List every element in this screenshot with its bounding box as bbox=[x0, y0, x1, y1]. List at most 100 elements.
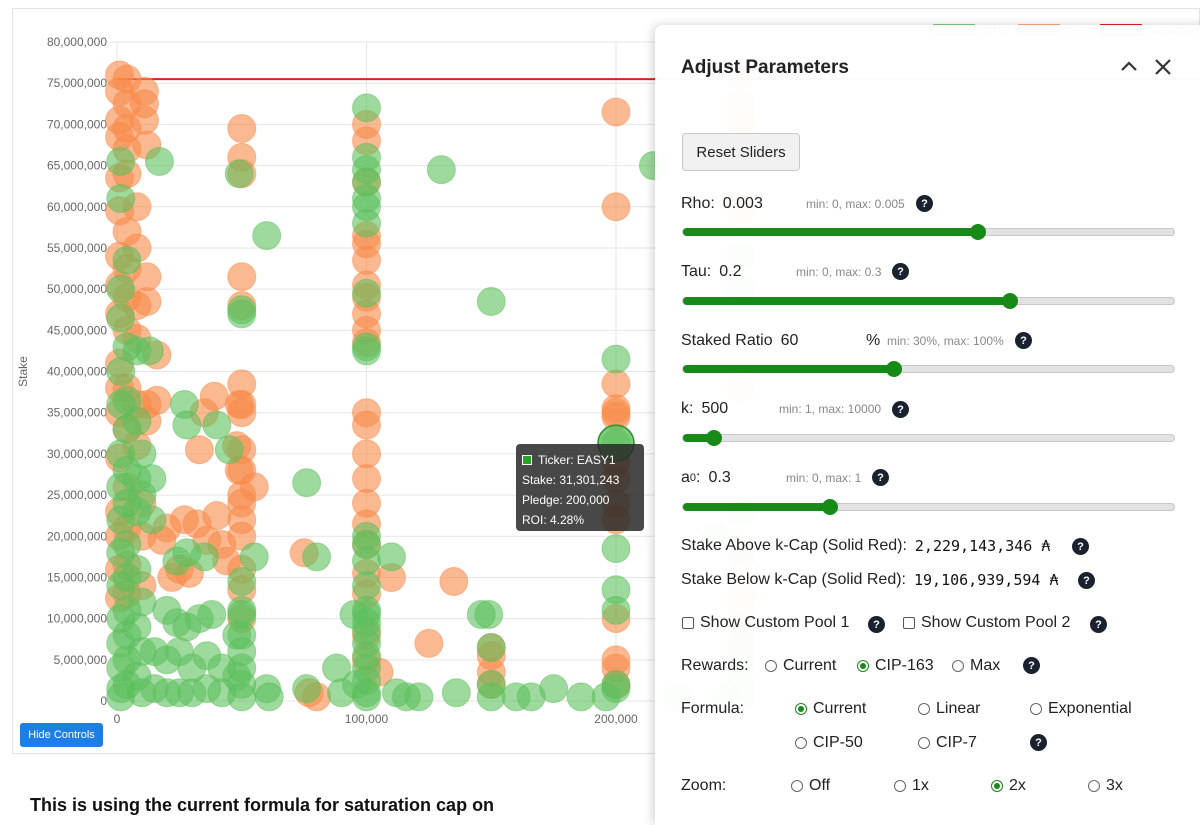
help-icon[interactable]: ? bbox=[1030, 734, 1047, 751]
radio-button[interactable] bbox=[795, 737, 807, 749]
slider-thumb[interactable] bbox=[706, 430, 723, 446]
slider-thumb[interactable] bbox=[1002, 293, 1019, 309]
radio-label: Exponential bbox=[1048, 700, 1132, 717]
stake-below-label: Stake Below k-Cap (Solid Red): bbox=[681, 571, 906, 588]
formula-option-current[interactable]: Current bbox=[795, 700, 866, 718]
checkbox-box[interactable] bbox=[682, 617, 694, 629]
help-icon[interactable]: ? bbox=[1023, 657, 1040, 674]
y-tick-label: 5,000,000 bbox=[54, 653, 108, 667]
sspo-point bbox=[189, 542, 219, 572]
sspo-point bbox=[404, 682, 434, 712]
rho-input[interactable]: 0.003 bbox=[722, 195, 763, 212]
radio-button[interactable] bbox=[918, 703, 930, 715]
k-slider[interactable] bbox=[682, 430, 1175, 446]
param-rho: Rho: 0.003 min: 0, max: 0.005 bbox=[681, 193, 1181, 215]
radio-button[interactable] bbox=[795, 703, 807, 715]
param-range: min: 1, max: 10000 bbox=[779, 402, 882, 416]
sspo-point bbox=[539, 674, 569, 704]
reset-sliders-button[interactable]: Reset Sliders bbox=[682, 133, 800, 171]
radio-button[interactable] bbox=[857, 660, 869, 672]
help-icon[interactable]: ? bbox=[872, 469, 889, 486]
help-icon[interactable]: ? bbox=[1078, 572, 1095, 589]
sspo-point bbox=[441, 678, 471, 708]
zoom-option-1x[interactable]: 1x bbox=[894, 777, 929, 795]
description-text: This is using the current formula for sa… bbox=[30, 795, 495, 815]
help-icon[interactable]: ? bbox=[868, 616, 885, 633]
help-icon[interactable]: ? bbox=[916, 195, 933, 212]
y-tick-label: 15,000,000 bbox=[47, 570, 107, 584]
zoom-option-3x[interactable]: 3x bbox=[1088, 777, 1123, 795]
tau-slider[interactable] bbox=[682, 293, 1175, 309]
y-tick-label: 75,000,000 bbox=[47, 76, 107, 90]
sspo-point bbox=[127, 439, 157, 469]
rewards-option-max[interactable]: Max bbox=[952, 657, 1000, 675]
radio-button[interactable] bbox=[765, 660, 777, 672]
k-input[interactable]: 500 bbox=[701, 400, 729, 417]
sspo-point bbox=[254, 682, 284, 712]
rho-slider[interactable] bbox=[682, 224, 1175, 240]
formula-option-cip50[interactable]: CIP-50 bbox=[795, 734, 863, 752]
radio-button[interactable] bbox=[791, 780, 803, 792]
mpo-point bbox=[601, 369, 631, 399]
sspo-point bbox=[601, 344, 631, 374]
rewards-label: Rewards: bbox=[681, 657, 749, 674]
param-staked-ratio: Staked Ratio 60 % min: 30%, max: 100% bbox=[681, 330, 1181, 352]
help-icon[interactable]: ? bbox=[1015, 332, 1032, 349]
mpo-point bbox=[414, 628, 444, 658]
checkbox-label: Show Custom Pool 1 bbox=[700, 614, 850, 631]
zoom-option-2x[interactable]: 2x bbox=[991, 777, 1026, 795]
radio-button[interactable] bbox=[1030, 703, 1042, 715]
custom-pool-2-checkbox[interactable]: Show Custom Pool 2 bbox=[903, 614, 1070, 632]
y-tick-label: 25,000,000 bbox=[47, 488, 107, 502]
help-icon[interactable]: ? bbox=[1090, 616, 1107, 633]
rewards-option-current[interactable]: Current bbox=[765, 657, 836, 675]
sspo-point bbox=[144, 146, 174, 176]
hide-controls-button[interactable]: Hide Controls bbox=[20, 723, 103, 747]
help-icon[interactable]: ? bbox=[892, 263, 909, 280]
param-range: min: 0, max: 0.005 bbox=[806, 197, 905, 211]
mpo-point bbox=[227, 262, 257, 292]
custom-pool-1-checkbox[interactable]: Show Custom Pool 1 bbox=[682, 614, 849, 632]
tooltip-stake: Stake: 31,301,243 bbox=[522, 473, 620, 487]
a0-slider[interactable] bbox=[682, 499, 1175, 515]
rewards-option-cip163[interactable]: CIP-163 bbox=[857, 657, 934, 675]
checkbox-box[interactable] bbox=[903, 617, 915, 629]
y-tick-label: 50,000,000 bbox=[47, 282, 107, 296]
radio-label: Off bbox=[809, 777, 831, 794]
a0-input[interactable]: 0.3 bbox=[708, 469, 731, 486]
chevron-up-icon[interactable] bbox=[1117, 55, 1141, 79]
staked-ratio-slider[interactable] bbox=[682, 361, 1175, 377]
help-icon[interactable]: ? bbox=[1072, 538, 1089, 555]
param-range: min: 0, max: 0.3 bbox=[796, 265, 882, 279]
formula-option-cip7[interactable]: CIP-7 bbox=[918, 734, 977, 752]
formula-option-exponential[interactable]: Exponential bbox=[1030, 700, 1132, 718]
help-icon[interactable]: ? bbox=[892, 401, 909, 418]
sspo-point bbox=[106, 274, 136, 304]
sspo-point bbox=[137, 505, 167, 535]
radio-button[interactable] bbox=[894, 780, 906, 792]
staked-ratio-input[interactable]: 60 bbox=[780, 332, 799, 349]
sspo-point bbox=[292, 674, 322, 704]
zoom-option-off[interactable]: Off bbox=[791, 777, 830, 795]
slider-thumb[interactable] bbox=[969, 224, 986, 240]
sspo-point bbox=[227, 567, 257, 597]
slider-thumb[interactable] bbox=[822, 499, 839, 515]
stake-below-row: Stake Below k-Cap (Solid Red): 19,106,93… bbox=[681, 571, 1058, 589]
tau-input[interactable]: 0.2 bbox=[719, 263, 742, 280]
formula-label: Formula: bbox=[681, 700, 745, 717]
formula-option-linear[interactable]: Linear bbox=[918, 700, 980, 718]
sspo-point bbox=[172, 410, 202, 440]
mpo-point bbox=[227, 113, 257, 143]
close-icon[interactable] bbox=[1151, 55, 1175, 79]
radio-button[interactable] bbox=[991, 780, 1003, 792]
x-tick-label: 100,000 bbox=[345, 712, 389, 726]
sspo-point bbox=[122, 612, 152, 642]
sspo-point bbox=[137, 464, 167, 494]
y-tick-label: 80,000,000 bbox=[47, 35, 107, 49]
radio-button[interactable] bbox=[918, 737, 930, 749]
slider-thumb[interactable] bbox=[886, 361, 903, 377]
radio-button[interactable] bbox=[952, 660, 964, 672]
param-label: a bbox=[681, 469, 690, 486]
radio-button[interactable] bbox=[1088, 780, 1100, 792]
